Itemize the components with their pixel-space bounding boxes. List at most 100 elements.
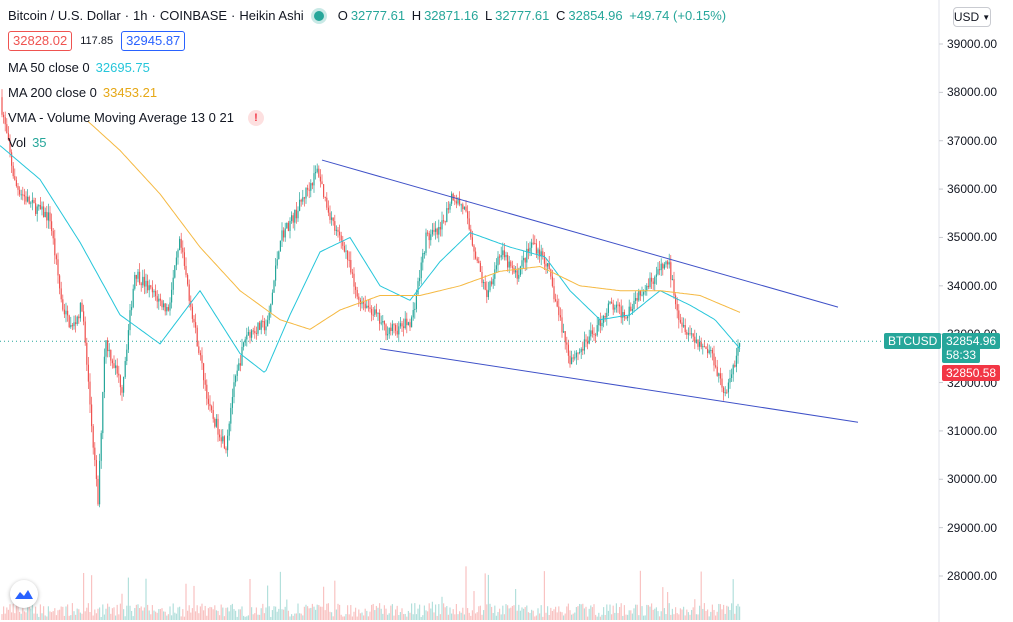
candle-body — [508, 261, 510, 268]
volume-bar — [508, 608, 510, 620]
volume-bar — [363, 615, 365, 620]
volume-bar — [289, 616, 291, 620]
candle-body — [700, 342, 702, 348]
volume-bar — [43, 606, 45, 620]
volume-bar — [484, 573, 486, 620]
candle-body — [14, 176, 16, 181]
candle-body — [340, 235, 342, 241]
candle-body — [564, 331, 566, 343]
candle-body — [475, 251, 477, 259]
volume-bar — [555, 606, 557, 620]
price-axis[interactable] — [939, 43, 943, 577]
candle-body — [652, 281, 654, 284]
volume-bar — [156, 612, 158, 620]
volume-bar — [471, 610, 473, 620]
volume-bar — [327, 603, 329, 620]
axis-tick-label: 36000.00 — [947, 182, 998, 197]
volume-bar — [364, 608, 366, 620]
volume-bar — [17, 604, 19, 620]
volume-bar — [87, 603, 89, 620]
volume-bar — [395, 609, 397, 620]
chart-style[interactable]: Heikin Ashi — [239, 8, 304, 23]
volume-bar — [284, 606, 286, 620]
volume-bar — [619, 606, 621, 620]
exchange: COINBASE — [159, 8, 228, 23]
candle-body — [503, 250, 505, 258]
sell-button[interactable]: 32828.02 — [8, 31, 73, 51]
volume-bar — [28, 603, 30, 620]
candle-body — [303, 197, 305, 199]
indicator-ma200[interactable]: MA 200 close 0 33453.21 — [8, 85, 729, 101]
indicator-vma[interactable]: VMA - Volume Moving Average 13 0 21 ! — [8, 110, 729, 126]
volume-bar — [292, 615, 294, 620]
indicator-volume[interactable]: Vol 35 — [8, 135, 729, 151]
candle-body — [83, 311, 85, 322]
candle-body — [308, 189, 310, 191]
candle-body — [492, 278, 494, 285]
candle-body — [643, 292, 645, 295]
volume-bar — [695, 614, 697, 620]
price-tag-symbol: BTCUSD — [884, 333, 942, 350]
trendline-upper[interactable] — [321, 159, 839, 308]
candle-body — [596, 325, 598, 336]
candle-body — [689, 333, 691, 335]
volume-bar — [537, 608, 539, 620]
volume-bar — [12, 603, 14, 620]
candle-body — [219, 434, 221, 438]
volume-bar — [54, 608, 56, 620]
candle-body — [222, 436, 224, 442]
currency-label: USD — [953, 10, 980, 24]
volume-bar — [702, 608, 704, 620]
currency-selector[interactable]: USD ▼ — [953, 7, 991, 27]
volume-bar — [67, 604, 69, 620]
volume-bar — [487, 574, 489, 620]
candle-body — [403, 326, 405, 329]
trendlines[interactable] — [321, 159, 859, 423]
spread: 117.85 — [80, 35, 114, 47]
warning-icon[interactable]: ! — [247, 110, 264, 126]
volume-bar — [161, 608, 163, 620]
candle-body — [398, 326, 400, 335]
volume-bar — [214, 605, 216, 620]
volume-bar — [97, 608, 99, 620]
candle-body — [191, 306, 193, 319]
candle-body — [363, 301, 365, 304]
candle-body — [723, 387, 725, 393]
candle-body — [44, 211, 46, 218]
candle-body — [399, 323, 401, 327]
candle-body — [207, 398, 209, 404]
interval[interactable]: 1h — [133, 8, 148, 23]
candle-body — [91, 404, 93, 427]
volume-bar — [350, 605, 352, 620]
trendline-lower[interactable] — [379, 348, 859, 423]
candle-body — [697, 339, 699, 347]
volume-bar — [78, 609, 80, 620]
volume-bar — [683, 606, 685, 620]
volume-bar — [291, 614, 293, 620]
volume-bar — [164, 611, 166, 620]
candle-body — [107, 340, 109, 352]
candle-body — [294, 209, 296, 223]
volume-bar — [41, 613, 43, 620]
symbol-name[interactable]: Bitcoin / U.S. Dollar — [8, 8, 121, 23]
volume-bar — [150, 614, 152, 620]
buy-button[interactable]: 32945.87 — [121, 31, 186, 51]
candle-body — [331, 217, 333, 220]
candle-body — [295, 209, 297, 219]
tradingview-logo-icon[interactable] — [10, 580, 38, 608]
candle-body — [457, 198, 459, 204]
candle-body — [548, 263, 550, 270]
candle-body — [4, 117, 6, 125]
indicator-ma50[interactable]: MA 50 close 0 32695.75 — [8, 60, 729, 76]
candle-body — [263, 321, 265, 331]
candle-body — [428, 233, 430, 241]
volume-bar — [148, 610, 150, 620]
volume-bar — [463, 614, 465, 620]
candle-body — [180, 238, 182, 248]
volume-bar — [531, 609, 533, 620]
volume-bar — [30, 608, 32, 620]
market-status-icon — [313, 11, 324, 21]
candle-body — [705, 346, 707, 349]
volume-bar — [649, 606, 651, 620]
